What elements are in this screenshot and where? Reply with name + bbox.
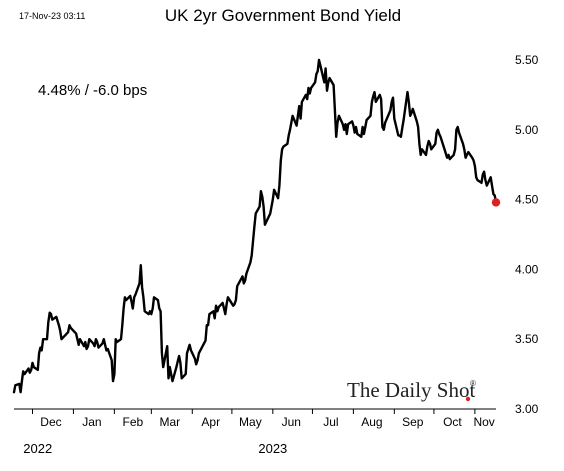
x-tick-label: Aug — [361, 415, 382, 429]
y-tick-label: 3.50 — [515, 332, 539, 346]
y-tick-label: 4.50 — [515, 193, 539, 207]
x-tick-label: Sep — [402, 415, 424, 429]
x-tick-label: Jan — [82, 415, 101, 429]
brand-reg-mark: ® — [470, 379, 476, 388]
yield-annotation: 4.48% / -6.0 bps — [38, 82, 147, 99]
yield-line — [12, 58, 498, 394]
x-axis-labels: Dec Jan Feb Mar Apr May Jun Jul Aug Sep Oct Nov — [40, 415, 494, 429]
x-tick-label: Jun — [282, 415, 301, 429]
brand-logo: The Daily Shot ® — [347, 378, 476, 402]
timestamp: 17-Nov-23 03:11 — [19, 11, 85, 21]
x-tick-label: Feb — [123, 415, 144, 429]
chart-title: UK 2yr Government Bond Yield — [165, 6, 401, 25]
y-axis-labels: 3.00 3.50 4.00 4.50 5.00 5.50 — [515, 53, 539, 416]
x-tick-label: Nov — [473, 415, 494, 429]
x-tick-label: Apr — [201, 415, 220, 429]
x-axis — [14, 408, 496, 414]
y-tick-label: 4.00 — [515, 262, 539, 276]
year-label: 2022 — [23, 441, 52, 456]
brand-name: The Daily Shot — [347, 378, 475, 402]
x-tick-label: Mar — [159, 415, 180, 429]
x-tick-label: Dec — [40, 415, 61, 429]
year-label: 2023 — [258, 441, 287, 456]
brand-dot — [465, 396, 471, 402]
y-tick-label: 5.50 — [515, 53, 539, 67]
last-value-marker — [491, 198, 501, 207]
y-tick-label: 3.00 — [515, 402, 539, 416]
year-labels: 2022 2023 — [23, 441, 287, 456]
x-tick-label: May — [239, 415, 262, 429]
y-tick-label: 5.00 — [515, 123, 539, 137]
x-tick-label: Jul — [323, 415, 338, 429]
x-tick-label: Oct — [443, 415, 462, 429]
